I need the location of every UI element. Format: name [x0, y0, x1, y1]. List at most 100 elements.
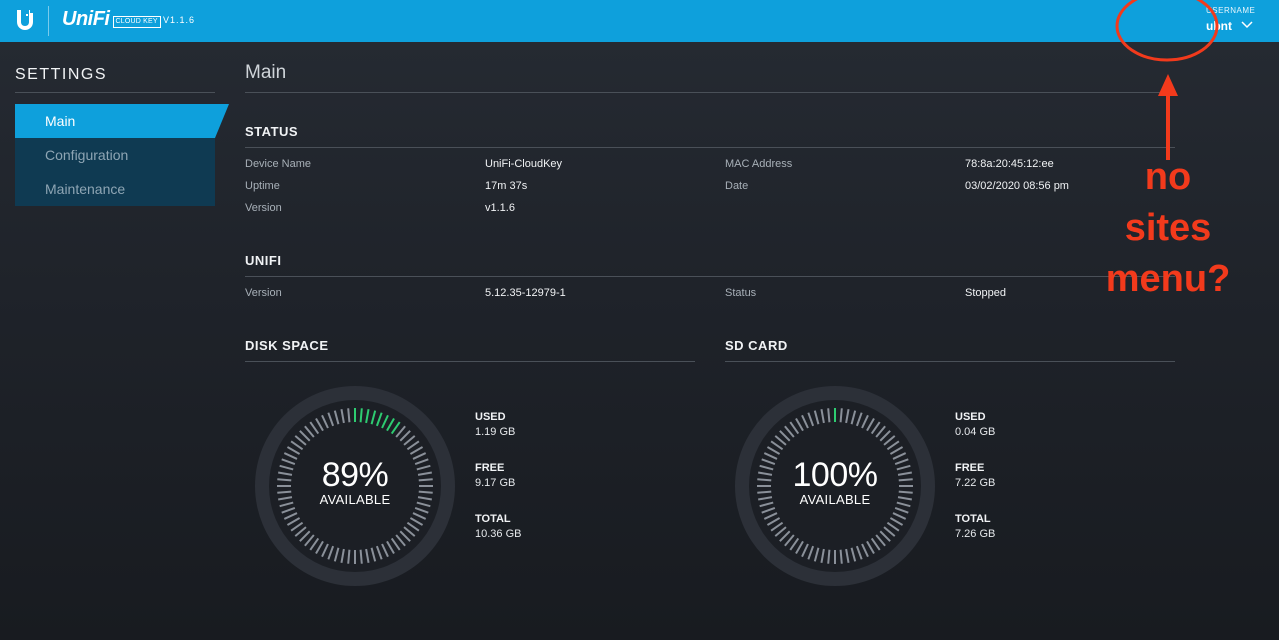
sd-gauge-tick	[883, 435, 896, 446]
disk-gauge-tick	[304, 534, 315, 547]
sd-gauge-tick	[892, 512, 907, 520]
sd-used-label: USED	[955, 411, 986, 423]
unifi-divider	[245, 276, 1175, 277]
sd-gauge-tick	[758, 471, 773, 476]
sd-gauge-tick	[763, 452, 778, 460]
disk-gauge-tick	[399, 430, 411, 442]
disk-gauge-tick	[290, 440, 304, 451]
disk-gauge-tick	[390, 421, 401, 435]
sd-gauge-tick	[795, 417, 804, 432]
sidebar-item-maintenance[interactable]: Maintenance	[45, 181, 126, 197]
brand-badge: CLOUD KEY	[112, 16, 161, 28]
chevron-down-icon[interactable]	[1240, 20, 1254, 30]
disk-gauge-tick	[299, 530, 311, 542]
sd-gauge-tick	[784, 534, 795, 547]
sd-gauge-tick	[898, 478, 913, 482]
disk-gauge-tick	[327, 545, 335, 560]
sd-gauge-tick	[770, 521, 784, 532]
sd-gauge-tick	[801, 543, 809, 558]
disk-gauge-tick	[359, 549, 363, 564]
disk-gauge-tick	[347, 408, 351, 423]
disk-gauge-tick	[365, 409, 370, 424]
disk-gauge-tick	[375, 412, 383, 427]
disk-gauge-tick	[390, 537, 401, 551]
disk-gauge-tick	[386, 540, 395, 555]
status-heading: STATUS	[245, 124, 299, 139]
disk-gauge-tick	[278, 471, 293, 476]
username-label: USERNAME	[1206, 6, 1256, 15]
disk-free-value: 9.17 GB	[475, 477, 516, 489]
disk-space-gauge: 89% AVAILABLE	[255, 386, 455, 586]
disk-gauge-tick	[279, 501, 294, 508]
mac-address-value: 78:8a:20:45:12:ee	[965, 158, 1054, 170]
disk-gauge-tick	[370, 547, 377, 562]
sd-gauge-tick	[820, 548, 825, 563]
disk-gauge-tick	[279, 464, 294, 471]
disk-gauge-tick	[414, 458, 429, 466]
sd-gauge-tick	[894, 458, 909, 466]
sd-gauge-tick	[789, 421, 800, 435]
disk-total-value: 10.36 GB	[475, 528, 522, 540]
sd-free-label: FREE	[955, 462, 985, 474]
sd-gauge-tick	[820, 409, 825, 424]
sd-available-label: AVAILABLE	[799, 492, 871, 507]
sd-gauge-tick	[774, 435, 787, 446]
sd-gauge-tick	[855, 412, 863, 427]
sd-gauge-tick	[875, 534, 886, 547]
sidebar-item-configuration[interactable]: Configuration	[45, 147, 129, 163]
sd-free-value: 7.22 GB	[955, 477, 996, 489]
sd-used-value: 0.04 GB	[955, 426, 996, 438]
disk-gauge-tick	[409, 517, 424, 526]
device-name-label: Device Name	[245, 158, 312, 170]
sd-gauge-tick	[896, 501, 911, 508]
sd-gauge-tick	[759, 464, 774, 471]
disk-gauge-tick	[290, 521, 304, 532]
sd-gauge-tick	[879, 530, 891, 542]
sd-gauge-tick	[845, 548, 850, 563]
sd-gauge-tick	[879, 430, 891, 442]
unifi-status-value: Stopped	[965, 287, 1006, 299]
disk-gauge-tick	[309, 421, 320, 435]
disk-gauge-tick	[406, 521, 420, 532]
disk-gauge-tick	[299, 430, 311, 442]
disk-total-label: TOTAL	[475, 513, 511, 525]
disk-gauge-tick	[315, 417, 324, 432]
ubiquiti-logo-icon[interactable]	[13, 8, 37, 32]
disk-gauge-tick	[386, 417, 395, 432]
unifi-heading: UNIFI	[245, 253, 282, 268]
disk-gauge-tick	[286, 517, 301, 526]
disk-used-value: 1.19 GB	[475, 426, 516, 438]
page-title: Main	[245, 62, 287, 83]
sd-card-heading: SD CARD	[725, 338, 788, 353]
sd-card-divider	[725, 361, 1175, 362]
sd-gauge-tick	[845, 409, 850, 424]
unifi-version-label: Version	[245, 287, 282, 299]
disk-gauge-tick	[277, 490, 292, 494]
disk-percent: 89%	[321, 456, 389, 494]
disk-gauge-tick	[412, 512, 427, 520]
sd-gauge-tick	[763, 512, 778, 520]
brand-name: UniFi	[62, 8, 110, 30]
disk-gauge-tick	[403, 526, 416, 537]
disk-gauge-tick	[294, 435, 307, 446]
sidebar-item-main[interactable]: Main	[15, 104, 215, 138]
disk-gauge-tick	[381, 543, 389, 558]
disk-gauge-tick	[281, 458, 296, 466]
sd-gauge-tick	[757, 490, 772, 494]
disk-gauge-tick	[403, 435, 416, 446]
sd-gauge-tick	[774, 526, 787, 537]
sd-gauge-tick	[870, 537, 881, 551]
sd-card-gauge: 100% AVAILABLE	[735, 386, 935, 586]
sd-gauge-tick	[861, 543, 869, 558]
sd-gauge-tick	[892, 452, 907, 460]
disk-gauge-tick	[321, 543, 329, 558]
disk-gauge-tick	[340, 409, 345, 424]
sd-gauge-tick	[839, 549, 843, 564]
sd-gauge-tick	[770, 440, 784, 451]
username-value[interactable]: ubnt	[1206, 19, 1232, 33]
sd-gauge-tick	[897, 471, 912, 476]
sd-gauge-tick	[839, 408, 843, 423]
sd-gauge-tick	[827, 549, 831, 564]
brand: UniFi CLOUD KEY	[62, 6, 161, 30]
disk-gauge-tick	[327, 412, 335, 427]
